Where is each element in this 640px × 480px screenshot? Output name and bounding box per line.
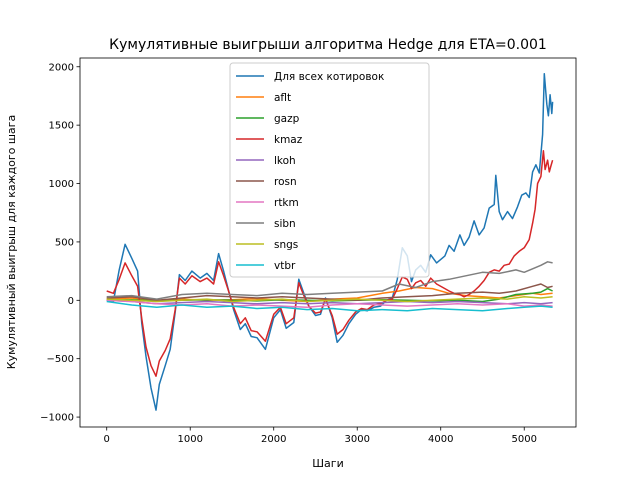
- legend-label: sibn: [274, 218, 296, 230]
- series-line-3: [106, 150, 554, 377]
- x-tick-label: 1000: [177, 434, 202, 445]
- legend-label: sngs: [274, 239, 298, 251]
- series-line-8: [106, 296, 553, 303]
- legend-label: gazp: [274, 113, 300, 125]
- y-tick-label: 1500: [49, 121, 74, 132]
- x-tick-label: 3000: [344, 434, 369, 445]
- y-tick-label: 2000: [49, 62, 74, 73]
- y-axis-label: Кумулятивный выигрыш для каждого шага: [5, 115, 18, 369]
- x-tick-label: 5000: [512, 434, 537, 445]
- x-axis-label: Шаги: [312, 457, 343, 470]
- series-line-7: [106, 261, 553, 300]
- legend-label: Для всех котировок: [274, 71, 384, 83]
- y-tick-label: 1000: [49, 179, 74, 190]
- series-line-0: [106, 73, 554, 411]
- legend: Для всех котировок aflt gazp kmaz lkoh rosn rt…: [229, 62, 430, 278]
- y-tick-label: 0: [68, 296, 74, 307]
- x-tick-label: 4000: [428, 434, 453, 445]
- series-line-9: [106, 300, 553, 312]
- y-axis: −1000 −500 0 500 1000 1500 2000: [40, 62, 80, 424]
- x-tick-label: 0: [104, 434, 110, 445]
- plot-frame: [79, 57, 577, 428]
- legend-label: lkoh: [274, 155, 296, 167]
- legend-label: kmaz: [274, 134, 303, 146]
- y-tick-label: 500: [55, 237, 74, 248]
- y-tick-label: −1000: [40, 413, 74, 424]
- series-layer: [106, 73, 554, 411]
- legend-label: aflt: [274, 92, 291, 104]
- x-axis: 0 1000 2000 3000 4000 5000: [104, 427, 537, 445]
- chart-title: Кумулятивные выигрыши алгоритма Hedge дл…: [109, 37, 547, 53]
- legend-box: [229, 62, 430, 278]
- y-tick-label: −500: [47, 354, 74, 365]
- x-tick-label: 2000: [261, 434, 286, 445]
- legend-label: vtbr: [274, 260, 296, 272]
- legend-label: rtkm: [274, 197, 299, 209]
- legend-label: rosn: [274, 176, 297, 188]
